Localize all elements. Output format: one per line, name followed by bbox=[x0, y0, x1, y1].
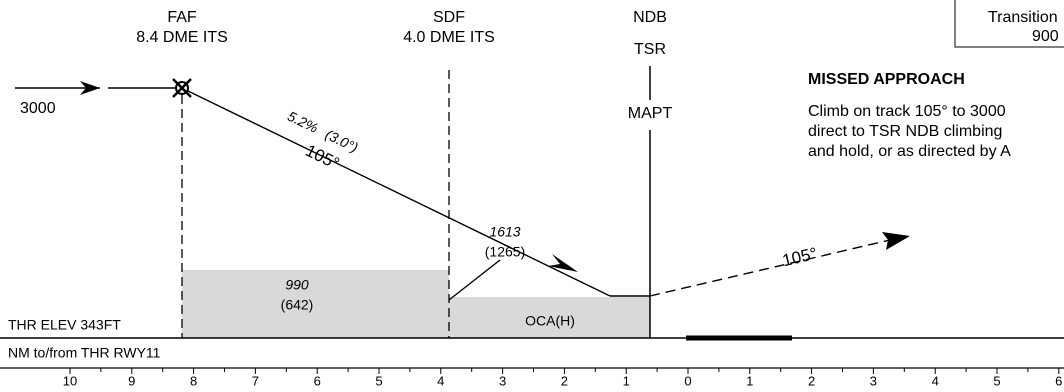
scale-label: 5 bbox=[375, 373, 382, 388]
scale-title: NM to/from THR RWY11 bbox=[8, 345, 161, 361]
scale-label: 6 bbox=[314, 373, 321, 388]
transition-label: Transition bbox=[988, 9, 1058, 26]
scale-label: 8 bbox=[190, 373, 197, 388]
fix-distance: 4.0 DME ITS bbox=[403, 29, 495, 46]
scale-label: 5 bbox=[993, 373, 1000, 388]
step-area bbox=[182, 270, 449, 338]
faf-symbol bbox=[172, 78, 192, 98]
scale-label: 3 bbox=[870, 373, 877, 388]
transition-box bbox=[954, 0, 1064, 48]
scale-label: 4 bbox=[437, 373, 444, 388]
leader-line bbox=[448, 259, 501, 301]
facility: NDB bbox=[633, 9, 667, 26]
threshold-elevation: THR ELEV 343FT bbox=[8, 317, 121, 333]
missed-line: and hold, or as directed by A bbox=[808, 143, 1011, 160]
missed-text: Climb on track 105° to 3000 direct to TSR… bbox=[808, 103, 1011, 160]
fix-name: FAF bbox=[167, 9, 197, 26]
scale-label: 10 bbox=[63, 373, 77, 388]
scale-label: 1 bbox=[746, 373, 753, 388]
mapt-label: MAPT bbox=[628, 105, 673, 122]
scale-label: 0 bbox=[684, 373, 691, 388]
fix-distance: 8.4 DME ITS bbox=[136, 29, 228, 46]
descent-path bbox=[187, 90, 611, 297]
oca-area bbox=[449, 297, 650, 338]
scale-label: 1 bbox=[623, 373, 630, 388]
step-altitude: 990 bbox=[285, 277, 309, 293]
missed-title: MISSED APPROACH bbox=[808, 71, 965, 88]
missed-path bbox=[649, 239, 891, 297]
transition-altitude: 900 bbox=[1032, 28, 1059, 45]
arrow bbox=[882, 232, 910, 250]
arrow bbox=[80, 81, 100, 95]
ident: TSR bbox=[634, 41, 666, 58]
sdf-altitude: 1613 bbox=[489, 224, 520, 240]
sdf-height: (1265) bbox=[485, 244, 525, 260]
scale-label: 2 bbox=[561, 373, 568, 388]
oca-label: OCA(H) bbox=[525, 313, 575, 329]
missed-line: Climb on track 105° to 3000 bbox=[808, 103, 1006, 120]
scale-label: 9 bbox=[128, 373, 135, 388]
scale-label: 7 bbox=[252, 373, 259, 388]
arrow bbox=[548, 254, 578, 272]
approach-altitude: 3000 bbox=[20, 100, 56, 117]
scale-label: 6 bbox=[1055, 373, 1062, 388]
scale-label: 2 bbox=[808, 373, 815, 388]
scale: 10 9 8 7 6 5 4 3 2 1 0 1 2 3 4 5 6 bbox=[63, 368, 1062, 388]
scale-label: 3 bbox=[499, 373, 506, 388]
missed-line: direct to TSR NDB climbing bbox=[808, 123, 1002, 140]
scale-label: 4 bbox=[932, 373, 939, 388]
gradient: 5.2% bbox=[285, 108, 321, 136]
missed-track: 105° bbox=[780, 244, 819, 270]
step-height: (642) bbox=[281, 297, 314, 313]
fix-name: SDF bbox=[433, 9, 465, 26]
